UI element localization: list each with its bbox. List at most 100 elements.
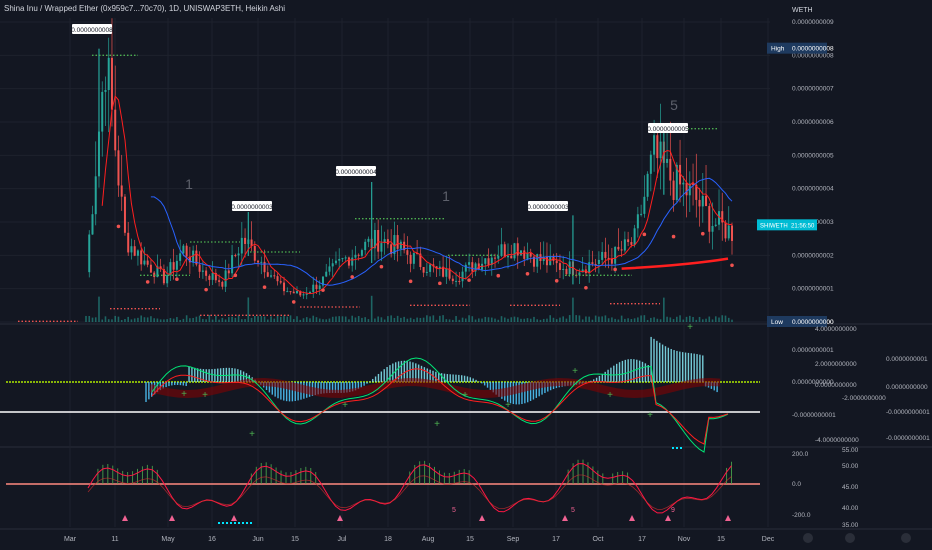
price-candle <box>224 270 227 287</box>
price-candle <box>354 254 357 258</box>
price-candle <box>487 258 490 265</box>
volume-bar <box>221 317 224 322</box>
macd-hist-bar <box>280 382 282 400</box>
time-tick: Sep <box>507 536 520 543</box>
macd-hist-bar <box>285 382 288 402</box>
volume-bar <box>701 319 704 322</box>
volume-bar <box>513 316 516 322</box>
macd-hist-bar <box>601 373 604 382</box>
volume-bar <box>241 319 243 322</box>
price-tick: 0.0000000009 <box>792 19 834 26</box>
price-candle <box>464 264 467 272</box>
macd-hist-bar <box>618 362 621 382</box>
macd-hist-bar <box>613 365 615 382</box>
peak-label-box <box>336 166 376 176</box>
price-candle <box>630 242 633 245</box>
macd-hist-bar <box>349 382 351 393</box>
volume-bar <box>406 318 409 322</box>
volume-bar <box>461 317 464 322</box>
macd-hist-bar <box>481 382 483 384</box>
price-candle <box>334 260 337 264</box>
macd-hist-bar <box>409 361 411 382</box>
volume-bar <box>335 316 337 322</box>
price-candle <box>714 224 717 226</box>
volume-bar <box>111 319 113 322</box>
macd-hist-bar <box>521 382 523 405</box>
price-candle <box>455 280 458 282</box>
volume-bar <box>189 318 191 322</box>
price-candle <box>565 268 568 275</box>
volume-bar <box>533 316 535 322</box>
volume-bar <box>578 315 581 322</box>
macd-hist-bar <box>446 374 449 382</box>
price-candle <box>292 291 295 294</box>
volume-bar <box>198 315 201 322</box>
volume-bar <box>146 317 149 322</box>
price-candle <box>523 250 526 259</box>
macd-hist-bar <box>670 348 672 382</box>
peak-label-box <box>648 123 688 133</box>
volume-bar <box>237 315 240 322</box>
volume-bar <box>107 319 110 322</box>
signal-dot <box>700 231 705 236</box>
volume-bar <box>283 315 285 322</box>
volume-bar <box>257 316 259 322</box>
price-candle <box>162 269 165 284</box>
price-candle <box>308 292 311 294</box>
macd-hist-bar <box>242 371 245 382</box>
macd-hist-bar <box>369 381 371 382</box>
price-tick: 0.0000000005 <box>792 152 834 159</box>
macd-hist-bar <box>274 382 276 397</box>
macd-hist-bar <box>171 382 173 386</box>
price-candle <box>633 228 636 245</box>
macd-hist-bar <box>283 382 285 401</box>
volume-bar <box>409 317 412 322</box>
macd-tick-right: -2.0000000000 <box>842 395 886 402</box>
price-candle <box>403 241 406 251</box>
volume-bar <box>594 315 597 322</box>
macd-hist-bar <box>148 382 150 400</box>
macd-hist-bar <box>469 377 472 382</box>
signal-dot <box>554 278 559 283</box>
macd-hist-bar <box>237 369 239 382</box>
price-bars <box>88 18 733 300</box>
price-candle <box>649 154 652 174</box>
macd-hist-bar <box>438 372 440 382</box>
macd-hist-bar <box>377 373 380 382</box>
volume-bar <box>101 319 104 322</box>
osc-line-2 <box>87 474 732 510</box>
macd-hist-bar <box>518 382 520 405</box>
price-candle <box>604 251 607 258</box>
low-value: 0.0000000000 <box>792 319 834 326</box>
volume-bar <box>552 317 555 322</box>
price-candle <box>708 206 711 232</box>
volume-bar <box>85 315 87 322</box>
volume-bar <box>413 319 415 322</box>
price-candle <box>94 176 97 215</box>
macd-hist-bar <box>684 352 687 382</box>
price-candle <box>390 244 393 255</box>
price-candle <box>175 260 178 270</box>
price-candle <box>731 225 733 241</box>
volume-bar <box>273 318 276 322</box>
price-candle <box>373 229 376 249</box>
macd-hist-bar <box>524 382 526 404</box>
volume-bar <box>250 317 253 322</box>
volume-bar <box>140 315 142 322</box>
volume-bar <box>529 318 532 322</box>
volume-bar <box>325 319 328 322</box>
price-candle <box>179 253 182 261</box>
macd-hist-bar <box>664 346 667 382</box>
volume-bar <box>318 318 321 322</box>
price-candle <box>107 57 110 90</box>
macd-hist-bar <box>636 359 638 382</box>
macd-hist-bar <box>340 382 342 393</box>
macd-hist-bar <box>661 344 664 382</box>
price-candle <box>130 246 133 253</box>
volume-bar <box>127 316 130 322</box>
signal-dot <box>175 277 179 282</box>
volume-bar <box>614 318 616 322</box>
macd-hist-bar <box>644 363 647 382</box>
dotted-levels <box>18 54 718 322</box>
